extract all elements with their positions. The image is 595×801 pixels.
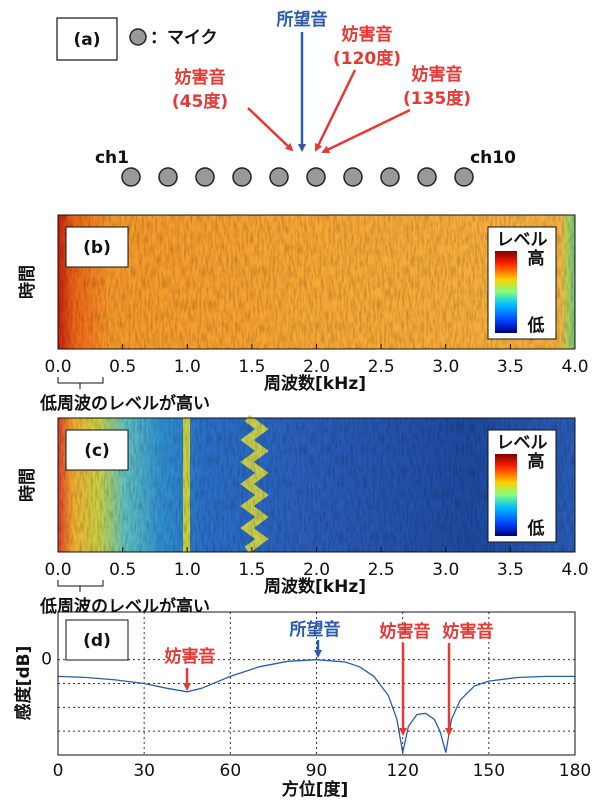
panel-label-box <box>65 429 129 471</box>
y-axis-label: 時間 <box>17 265 38 299</box>
panel-label: (c) <box>84 441 110 461</box>
x-tick-label: 150 <box>473 761 505 781</box>
y-axis-label: 時間 <box>17 468 38 502</box>
x-tick-label: 4.0 <box>561 357 588 377</box>
microphone <box>121 167 141 187</box>
microphone <box>306 167 326 187</box>
channel-label: ch1 <box>95 148 129 168</box>
x-tick-label: 2.5 <box>368 560 395 580</box>
annotation-bracket <box>57 580 104 592</box>
interferer-label: 妨害音 <box>174 67 226 88</box>
panel-label-box <box>65 619 129 661</box>
legend-mic <box>129 28 147 46</box>
x-tick-label: 120 <box>386 761 418 781</box>
x-tick-label: 0.0 <box>44 357 71 377</box>
microphone <box>343 167 363 187</box>
panel-label-box <box>65 226 129 268</box>
y-tick-label: 0 <box>41 650 52 670</box>
colorbar-title: レベル <box>497 433 548 453</box>
x-axis-label: 周波数[kHz] <box>264 576 366 597</box>
x-tick-label: 3.5 <box>497 560 524 580</box>
x-tick-label: 180 <box>559 761 591 781</box>
microphone <box>269 167 289 187</box>
legend-text: ：マイク <box>150 28 218 48</box>
x-tick-label: 60 <box>220 761 242 781</box>
interferer-arrow <box>321 108 411 154</box>
interferer-angle: (120度) <box>333 48 401 69</box>
interferer-label: 妨害音 <box>341 24 393 45</box>
annotation: 所望音 <box>290 619 341 640</box>
x-tick-label: 1.5 <box>238 357 265 377</box>
x-tick-label: 0.5 <box>109 560 136 580</box>
x-tick-label: 3.5 <box>497 357 524 377</box>
y-axis-label: 感度[dB] <box>13 646 34 721</box>
colorbar-low: 低 <box>527 315 545 336</box>
colorbar-title: レベル <box>497 230 548 250</box>
interferer-arrow <box>247 107 294 152</box>
interferer-angle: (135度) <box>403 88 471 109</box>
panel-label: (d) <box>83 631 111 651</box>
x-tick-label: 0.0 <box>44 560 71 580</box>
x-tick-label: 1.0 <box>174 560 201 580</box>
channel-label: ch10 <box>470 148 516 168</box>
annotation: 低周波のレベルが高い <box>39 393 210 414</box>
x-tick-label: 1.5 <box>238 560 265 580</box>
sensitivity-line <box>57 659 575 753</box>
microphone <box>380 167 400 187</box>
x-tick-label: 2.0 <box>303 357 330 377</box>
colorbar <box>495 251 517 333</box>
interferer-arrow <box>314 69 357 152</box>
microphone <box>158 167 178 187</box>
colorbar-low: 低 <box>527 518 545 539</box>
x-axis-label: 周波数[kHz] <box>264 373 366 394</box>
panel-label: (b) <box>83 238 111 258</box>
x-tick-label: 30 <box>133 761 155 781</box>
target-label: 所望音 <box>277 9 328 30</box>
x-tick-label: 3.0 <box>432 560 459 580</box>
colorbar-high: 高 <box>528 451 545 472</box>
x-tick-label: 90 <box>306 761 328 781</box>
annotation: 妨害音 <box>379 621 431 642</box>
annotation-bracket <box>57 377 104 389</box>
x-axis-label: 方位[度] <box>282 779 349 800</box>
x-tick-label: 2.5 <box>368 357 395 377</box>
panel-label-box <box>56 17 118 61</box>
microphone <box>417 167 437 187</box>
colorbar <box>495 454 517 536</box>
x-tick-label: 0 <box>53 761 64 781</box>
x-tick-label: 1.0 <box>174 357 201 377</box>
interferer-angle: (45度) <box>172 91 228 112</box>
microphone <box>454 167 474 187</box>
interferer-label: 妨害音 <box>411 64 463 85</box>
x-tick-label: 4.0 <box>561 560 588 580</box>
annotation: 妨害音 <box>442 621 494 642</box>
x-tick-label: 2.0 <box>303 560 330 580</box>
panel-label: (a) <box>73 30 100 50</box>
annotation: 妨害音 <box>164 646 216 667</box>
plot-frame <box>57 611 576 756</box>
x-tick-label: 3.0 <box>432 357 459 377</box>
colorbar-high: 高 <box>528 248 545 269</box>
x-tick-label: 0.5 <box>109 357 136 377</box>
microphone <box>232 167 252 187</box>
microphone <box>195 167 215 187</box>
